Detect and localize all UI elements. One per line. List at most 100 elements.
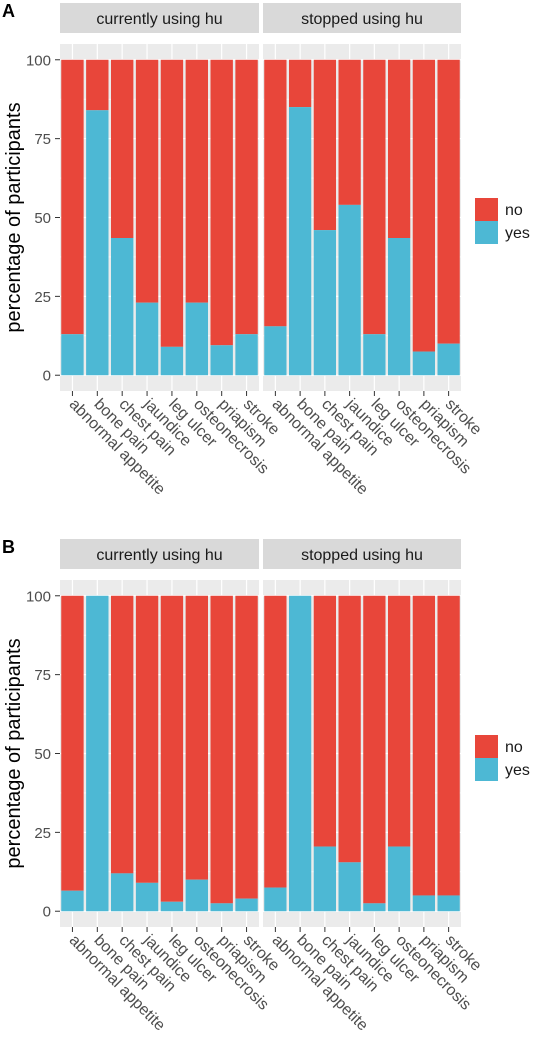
bar-no — [235, 595, 258, 899]
bar-yes — [363, 903, 386, 912]
legend-label-yes: yes — [505, 762, 530, 779]
legend-label-no: no — [505, 202, 523, 219]
bar-yes — [437, 343, 460, 376]
bar-yes — [313, 230, 337, 376]
panel-letter: B — [2, 537, 15, 557]
facet-strip-label: currently using hu — [96, 11, 222, 28]
legend-swatch-yes — [475, 758, 498, 781]
bar-no — [437, 595, 460, 896]
facet-strip — [263, 3, 461, 33]
legend-swatch-no — [475, 735, 498, 758]
bar-yes — [61, 334, 84, 376]
y-tick-label: 25 — [34, 289, 51, 306]
bar-no — [313, 595, 337, 847]
y-axis-title: percentage of participants — [3, 102, 25, 332]
bar-yes — [387, 846, 411, 912]
bar-yes — [235, 898, 258, 912]
facet-strip — [263, 539, 461, 569]
legend-label-yes: yes — [505, 225, 530, 242]
bar-yes — [61, 890, 84, 912]
bar-yes — [338, 862, 361, 912]
bar-yes — [288, 107, 312, 376]
bar-yes — [135, 302, 159, 376]
bar-yes — [264, 887, 287, 912]
facet-strip — [60, 3, 259, 33]
bar-no — [338, 595, 361, 863]
bar-no — [210, 595, 233, 904]
bar-yes — [86, 110, 109, 376]
y-axis-title: percentage of participants — [3, 638, 25, 868]
bar-yes — [288, 595, 312, 912]
bar-yes — [363, 334, 386, 376]
bar-no — [264, 595, 287, 888]
bar-no — [363, 59, 386, 335]
facet-strip-label: stopped using hu — [301, 11, 423, 28]
bar-no — [338, 59, 361, 205]
bar-yes — [412, 351, 436, 376]
bar-no — [185, 59, 209, 303]
y-tick-label: 100 — [26, 52, 51, 69]
legend-swatch-no — [475, 198, 498, 221]
bar-yes — [160, 901, 184, 912]
bar-yes — [160, 346, 184, 376]
legend-label-no: no — [505, 739, 523, 756]
bar-yes — [185, 302, 209, 376]
bar-yes — [338, 204, 361, 376]
bar-no — [363, 595, 386, 904]
bar-yes — [110, 238, 134, 376]
y-tick-label: 0 — [43, 368, 51, 385]
bar-yes — [210, 903, 233, 912]
bar-no — [313, 59, 337, 231]
bar-no — [160, 59, 184, 347]
bar-yes — [412, 895, 436, 912]
bar-no — [437, 59, 460, 344]
bar-no — [412, 595, 436, 896]
bar-no — [61, 59, 84, 335]
bar-no — [235, 59, 258, 335]
bar-no — [288, 59, 312, 108]
bar-no — [135, 59, 159, 303]
bar-yes — [264, 326, 287, 376]
bar-yes — [210, 345, 233, 376]
y-tick-label: 0 — [43, 904, 51, 921]
bar-no — [264, 59, 287, 327]
bar-no — [210, 59, 233, 346]
bar-yes — [135, 882, 159, 912]
facet-strip-label: currently using hu — [96, 547, 222, 564]
bar-no — [110, 59, 134, 239]
bar-no — [412, 59, 436, 352]
bar-no — [86, 59, 109, 111]
y-tick-label: 100 — [26, 588, 51, 605]
bar-no — [185, 595, 209, 880]
facet-strip — [60, 539, 259, 569]
y-tick-label: 25 — [34, 825, 51, 842]
bar-no — [387, 595, 411, 847]
bar-yes — [313, 846, 337, 912]
y-tick-label: 75 — [34, 131, 51, 148]
y-tick-label: 50 — [34, 746, 51, 763]
bar-yes — [437, 895, 460, 912]
bar-no — [110, 595, 134, 874]
legend-swatch-yes — [475, 221, 498, 244]
bar-no — [135, 595, 159, 883]
bar-yes — [387, 238, 411, 376]
bar-no — [61, 595, 84, 891]
bar-yes — [185, 879, 209, 912]
y-tick-label: 50 — [34, 210, 51, 227]
bar-yes — [86, 595, 109, 912]
bar-yes — [235, 334, 258, 376]
y-tick-label: 75 — [34, 667, 51, 684]
bar-yes — [110, 873, 134, 912]
facet-strip-label: stopped using hu — [301, 547, 423, 564]
panel-letter: A — [2, 1, 15, 21]
bar-no — [160, 595, 184, 902]
bar-no — [387, 59, 411, 239]
